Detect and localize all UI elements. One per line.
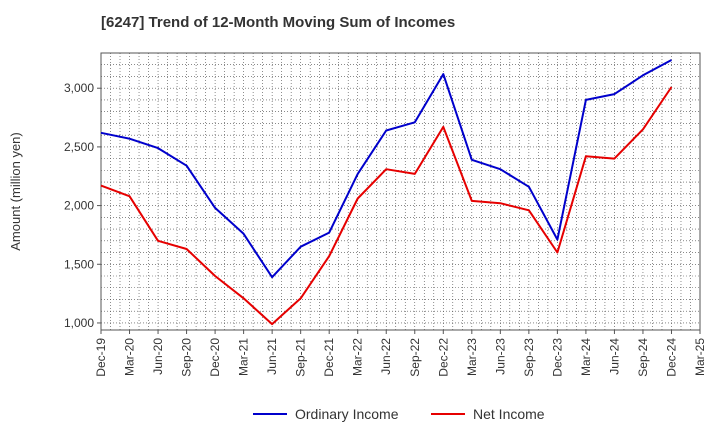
y-tick-label: 3,000 [64, 81, 94, 95]
legend-label: Ordinary Income [295, 406, 399, 422]
x-tick-label: Sep-22 [408, 338, 422, 377]
x-tick-label: Mar-21 [237, 338, 251, 376]
x-tick-label: Sep-23 [522, 338, 536, 377]
x-tick-label: Dec-19 [94, 338, 108, 377]
legend-label: Net Income [473, 406, 545, 422]
x-tick-label: Dec-23 [550, 338, 564, 377]
x-tick-label: Sep-21 [294, 338, 308, 377]
x-tick-label: Mar-22 [351, 338, 365, 376]
x-tick-label: Sep-20 [180, 338, 194, 377]
plot-frame [100, 52, 701, 331]
y-tick-label: 2,000 [64, 199, 94, 213]
x-tick-label: Mar-25 [693, 338, 707, 376]
series-line-net-income [100, 86, 673, 326]
x-tick-label: Jun-21 [265, 338, 279, 375]
x-tick-label: Jun-24 [607, 338, 621, 375]
y-tick-label: 1,000 [64, 316, 94, 330]
series-line-ordinary-income [100, 59, 672, 279]
y-axis-label: Amount (million yen) [8, 132, 23, 251]
x-tick-label: Sep-24 [636, 338, 650, 377]
series-group [100, 59, 673, 326]
x-tick-label: Mar-24 [579, 338, 593, 376]
x-axis: Dec-19 Mar-20 Jun-20 Sep-20 Dec-20 Mar-21 Jun-… [94, 330, 707, 377]
x-tick-label: Mar-20 [123, 338, 137, 376]
x-tick-label: Dec-20 [208, 338, 222, 377]
x-tick-label: Mar-23 [465, 338, 479, 376]
x-tick-label: Dec-21 [322, 338, 336, 377]
x-tick-label: Jun-20 [151, 338, 165, 375]
x-tick-label: Dec-22 [436, 338, 450, 377]
legend: Ordinary Income Net Income [253, 406, 545, 422]
y-tick-label: 2,500 [64, 140, 94, 154]
x-tick-label: Jun-23 [493, 338, 507, 375]
x-tick-label: Dec-24 [664, 338, 678, 377]
x-tick-label: Jun-22 [379, 338, 393, 375]
y-tick-label: 1,500 [64, 257, 94, 271]
chart-title: [6247] Trend of 12-Month Moving Sum of I… [101, 14, 456, 31]
y-axis: 1,000 1,500 2,000 2,500 3,000 [64, 81, 101, 330]
